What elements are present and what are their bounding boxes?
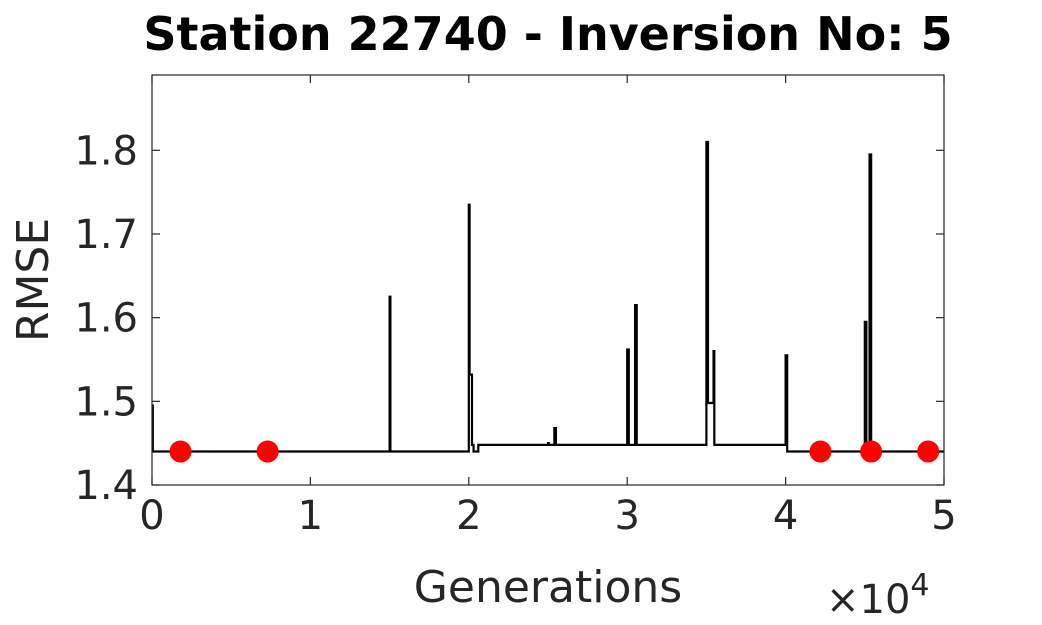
x-axis-label: Generations [414, 562, 682, 613]
y-tick-label-0: 1.4 [74, 463, 138, 509]
y-tick-label-3: 1.7 [74, 212, 138, 258]
x-tick-label-3: 3 [614, 493, 639, 539]
x-tick-label-2: 2 [456, 493, 481, 539]
data-marker-1 [256, 440, 279, 463]
x-tick-label-0: 0 [139, 493, 164, 539]
tick-layer: 0 1 2 3 4 5 1.4 1.5 1.6 1.7 1.8 [74, 75, 957, 539]
x-tick-label-1: 1 [298, 493, 323, 539]
data-marker-2 [809, 440, 832, 463]
plot-area [152, 75, 944, 485]
data-marker-4 [917, 440, 940, 463]
plot-frame [151, 74, 945, 486]
series-line-0 [151, 140, 944, 453]
chart-title: Station 22740 - Inversion No: 5 [143, 7, 952, 61]
y-tick-label-4: 1.8 [74, 128, 138, 174]
x-multiplier-exponent: 4 [910, 568, 929, 603]
data-marker-0 [169, 440, 192, 463]
y-tick-label-2: 1.6 [74, 296, 138, 342]
x-tick-label-4: 4 [773, 493, 798, 539]
y-axis-label: RMSE [8, 218, 59, 342]
data-marker-3 [860, 440, 883, 463]
x-tick-label-5: 5 [931, 493, 956, 539]
series-layer [151, 140, 944, 463]
x-axis-multiplier: ×104 [826, 568, 930, 623]
y-tick-label-1: 1.5 [74, 379, 138, 425]
x-multiplier-base: ×10 [826, 577, 910, 623]
